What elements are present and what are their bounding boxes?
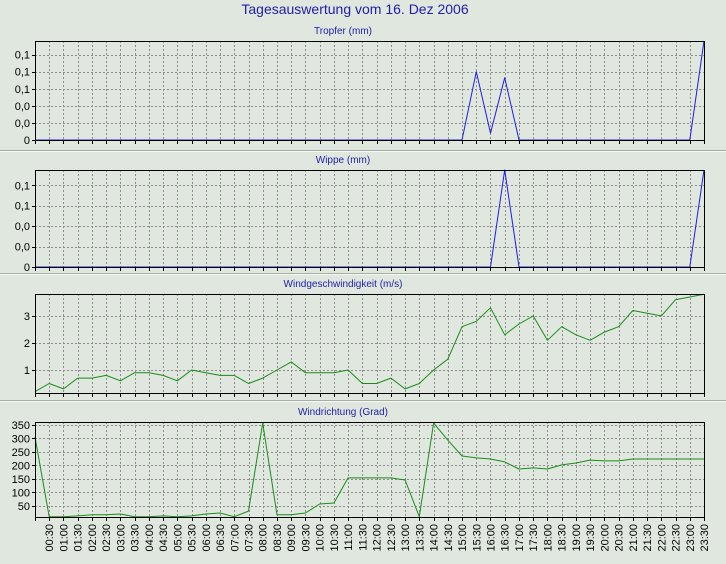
x-tick-label: 20:00: [599, 524, 611, 552]
x-tick-label: 09:30: [300, 524, 312, 552]
x-tick-label: 18:00: [542, 524, 554, 552]
x-tick-label: 11:00: [343, 524, 355, 551]
x-tick-label: 22:30: [671, 524, 683, 552]
x-tick-label: 12:30: [386, 524, 398, 552]
x-tick-label: 02:30: [101, 524, 113, 552]
y-tick-label: 0,0: [15, 221, 30, 233]
x-tick-label: 03:30: [130, 524, 142, 552]
x-tick-label: 06:30: [215, 524, 227, 552]
x-tick-label: 12:00: [372, 524, 384, 552]
plot-frame: [35, 422, 705, 518]
x-tick-label: 21:00: [628, 524, 640, 552]
x-tick-label: 21:30: [642, 524, 654, 552]
x-tick-label: 15:30: [471, 524, 483, 552]
x-tick-label: 18:30: [557, 524, 569, 552]
x-tick-label: 23:00: [685, 524, 697, 552]
x-tick-label: 08:00: [258, 524, 270, 552]
plot-frame: [35, 41, 705, 141]
x-tick-label: 19:00: [571, 524, 583, 552]
x-tick-label: 22:00: [656, 524, 668, 552]
y-tick-label: 0,1: [15, 84, 30, 96]
x-tick-label: 14:00: [429, 524, 441, 552]
y-tick-label: 200: [12, 461, 30, 473]
y-tick-label: 0,0: [15, 118, 30, 130]
report-title: Tagesauswertung vom 16. Dez 2006: [241, 1, 468, 17]
y-tick-label: 0,1: [15, 201, 30, 213]
y-tick-label: 0,0: [15, 101, 30, 113]
y-tick-label: 150: [12, 474, 30, 486]
x-tick-label: 16:30: [500, 524, 512, 552]
x-tick-label: 07:00: [229, 524, 241, 552]
y-tick-label: 350: [12, 420, 30, 432]
x-tick-label: 10:00: [315, 524, 327, 552]
y-tick-label: 2: [24, 338, 30, 350]
y-tick-label: 0,1: [15, 67, 30, 79]
x-tick-label: 00:30: [44, 524, 56, 552]
y-tick-label: 1: [24, 365, 30, 377]
x-tick-label: 19:30: [585, 524, 597, 552]
x-tick-label: 04:30: [158, 524, 170, 552]
plot-frame: [35, 170, 705, 268]
chart-panel-2: Wippe (mm) 0 0,0 0,0 0,1 0,1: [15, 155, 705, 274]
x-tick-label: 04:00: [144, 524, 156, 552]
y-tick-label: 0,1: [15, 50, 30, 62]
chart-panel-3: Windgeschwindigkeit (m/s) 1 2 3: [24, 279, 705, 397]
x-tick-label: 06:00: [201, 524, 213, 552]
series-line: [34, 293, 705, 393]
chart-title: Wippe (mm): [316, 155, 370, 166]
y-tick-label: 0: [24, 135, 30, 147]
x-tick-label: 11:30: [357, 524, 369, 551]
x-tick-label: 13:00: [400, 524, 412, 552]
x-tick-label: 03:00: [115, 524, 127, 552]
y-tick-label: 0,1: [15, 180, 30, 192]
x-tick-label: 01:30: [73, 524, 85, 552]
y-tick-label: 100: [12, 487, 30, 499]
chart-title: Windrichtung (Grad): [298, 407, 388, 418]
x-tick-label: 16:00: [486, 524, 498, 552]
x-tick-label: 17:30: [528, 524, 540, 552]
x-tick-label: 07:30: [244, 524, 256, 552]
y-tick-label: 50: [18, 501, 30, 513]
x-tick-label: 09:00: [286, 524, 298, 552]
x-tick-label: 05:00: [172, 524, 184, 552]
x-tick-label: 10:30: [329, 524, 341, 552]
chart-title: Windgeschwindigkeit (m/s): [284, 279, 403, 290]
y-tick-label: 300: [12, 434, 30, 446]
x-tick-label: 08:30: [272, 524, 284, 552]
y-tick-label: 0: [24, 262, 30, 274]
chart-title: Tropfer (mm): [314, 26, 372, 37]
plot-frame: [35, 294, 705, 394]
x-tick-label: 15:00: [457, 524, 469, 552]
y-tick-label: 250: [12, 447, 30, 459]
x-tick-label: 01:00: [59, 524, 71, 552]
x-tick-label: 17:00: [514, 524, 526, 552]
x-tick-label: 13:30: [414, 524, 426, 552]
x-tick-label: 14:30: [443, 524, 455, 552]
series-line: [34, 422, 704, 518]
y-tick-label: 3: [24, 311, 30, 323]
x-tick-label: 23:30: [699, 524, 711, 552]
chart-panel-1: Tropfer (mm) 0 0,0 0,0 0,1 0,1 0,1: [15, 26, 705, 147]
x-tick-label: 20:30: [614, 524, 626, 552]
x-tick-label: 02:00: [87, 524, 99, 552]
x-tick-label: 05:30: [187, 524, 199, 552]
y-tick-label: 0,0: [15, 242, 30, 254]
